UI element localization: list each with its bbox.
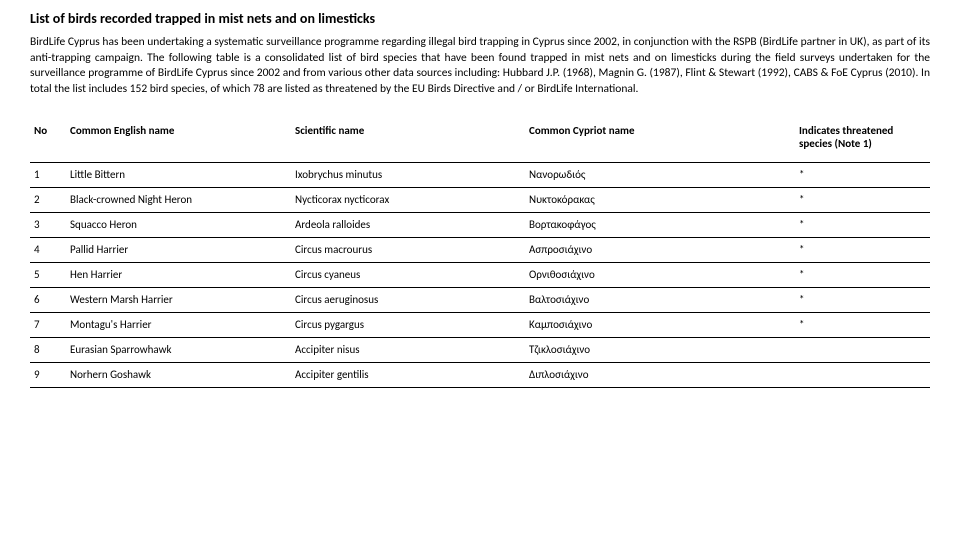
table-row: 2Black-crowned Night HeronNycticorax nyc… xyxy=(30,188,930,213)
table-cell-no: 2 xyxy=(30,188,66,213)
table-cell-en: Little Bittern xyxy=(66,163,291,188)
page-title: List of birds recorded trapped in mist n… xyxy=(30,10,930,27)
table-row: 6Western Marsh HarrierCircus aeruginosus… xyxy=(30,288,930,313)
table-row: 8Eurasian SparrowhawkAccipiter nisusΤζικ… xyxy=(30,338,930,363)
document-page: List of birds recorded trapped in mist n… xyxy=(0,0,960,388)
col-header-threatened: Indicates threatened species (Note 1) xyxy=(795,119,930,163)
table-cell-en: Black-crowned Night Heron xyxy=(66,188,291,213)
table-cell-sci: Nycticorax nycticorax xyxy=(291,188,525,213)
col-header-no: No xyxy=(30,119,66,163)
table-cell-cy: Τζικλοσιάχινο xyxy=(525,338,795,363)
table-cell-flag: * xyxy=(795,188,930,213)
table-cell-flag: * xyxy=(795,263,930,288)
table-cell-no: 5 xyxy=(30,263,66,288)
table-cell-flag: * xyxy=(795,288,930,313)
table-cell-cy: Βαλτοσιάχινο xyxy=(525,288,795,313)
table-cell-sci: Circus pygargus xyxy=(291,313,525,338)
table-body: 1Little BitternIxobrychus minutusΝανορωδ… xyxy=(30,163,930,388)
table-row: 1Little BitternIxobrychus minutusΝανορωδ… xyxy=(30,163,930,188)
intro-paragraph: BirdLife Cyprus has been undertaking a s… xyxy=(30,35,930,97)
table-cell-cy: Ασπροσιάχινο xyxy=(525,238,795,263)
table-cell-no: 1 xyxy=(30,163,66,188)
table-cell-cy: Νυκτοκόρακας xyxy=(525,188,795,213)
col-header-cypriot: Common Cypriot name xyxy=(525,119,795,163)
table-row: 4Pallid HarrierCircus macrourusΑσπροσιάχ… xyxy=(30,238,930,263)
table-cell-cy: Νανορωδιός xyxy=(525,163,795,188)
table-cell-cy: Ορνιθοσιάχινο xyxy=(525,263,795,288)
table-cell-en: Eurasian Sparrowhawk xyxy=(66,338,291,363)
table-cell-en: Squacco Heron xyxy=(66,213,291,238)
table-row: 7Montagu's HarrierCircus pygargusΚαμποσι… xyxy=(30,313,930,338)
table-cell-flag xyxy=(795,363,930,388)
table-cell-sci: Circus aeruginosus xyxy=(291,288,525,313)
table-cell-cy: Διπλοσιάχινο xyxy=(525,363,795,388)
table-cell-sci: Ardeola ralloides xyxy=(291,213,525,238)
table-cell-en: Western Marsh Harrier xyxy=(66,288,291,313)
table-row: 9Norhern GoshawkAccipiter gentilisΔιπλοσ… xyxy=(30,363,930,388)
col-header-scientific: Scientific name xyxy=(291,119,525,163)
col-header-english: Common English name xyxy=(66,119,291,163)
table-cell-en: Montagu's Harrier xyxy=(66,313,291,338)
table-cell-no: 6 xyxy=(30,288,66,313)
table-row: 5Hen HarrierCircus cyaneusΟρνιθοσιάχινο* xyxy=(30,263,930,288)
table-cell-no: 4 xyxy=(30,238,66,263)
table-cell-flag: * xyxy=(795,213,930,238)
table-cell-no: 7 xyxy=(30,313,66,338)
table-cell-sci: Circus macrourus xyxy=(291,238,525,263)
table-cell-en: Hen Harrier xyxy=(66,263,291,288)
table-cell-flag: * xyxy=(795,238,930,263)
table-cell-cy: Βορτακοφάγος xyxy=(525,213,795,238)
table-cell-no: 3 xyxy=(30,213,66,238)
table-cell-en: Pallid Harrier xyxy=(66,238,291,263)
bird-species-table: No Common English name Scientific name C… xyxy=(30,119,930,388)
table-header-row: No Common English name Scientific name C… xyxy=(30,119,930,163)
table-cell-cy: Καμποσιάχινο xyxy=(525,313,795,338)
table-cell-flag: * xyxy=(795,313,930,338)
table-row: 3Squacco HeronArdeola ralloidesΒορτακοφά… xyxy=(30,213,930,238)
table-cell-no: 8 xyxy=(30,338,66,363)
table-cell-sci: Accipiter gentilis xyxy=(291,363,525,388)
table-cell-sci: Ixobrychus minutus xyxy=(291,163,525,188)
table-cell-flag xyxy=(795,338,930,363)
table-cell-flag: * xyxy=(795,163,930,188)
table-cell-no: 9 xyxy=(30,363,66,388)
table-cell-sci: Circus cyaneus xyxy=(291,263,525,288)
table-cell-sci: Accipiter nisus xyxy=(291,338,525,363)
table-cell-en: Norhern Goshawk xyxy=(66,363,291,388)
